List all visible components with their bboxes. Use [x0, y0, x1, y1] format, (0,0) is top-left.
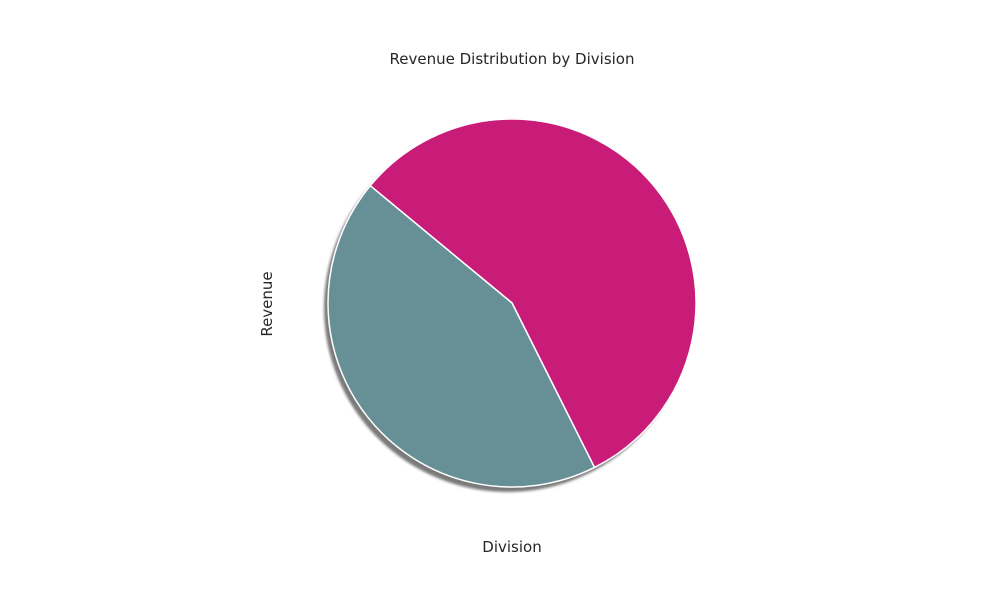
- pie-slice-1: [369, 118, 697, 469]
- chart-title: Revenue Distribution by Division: [390, 50, 635, 68]
- x-axis-label: Division: [482, 538, 541, 556]
- pie-slices: [327, 118, 697, 488]
- pie-slice-2: [327, 184, 596, 488]
- y-axis-label: Revenue: [258, 271, 276, 336]
